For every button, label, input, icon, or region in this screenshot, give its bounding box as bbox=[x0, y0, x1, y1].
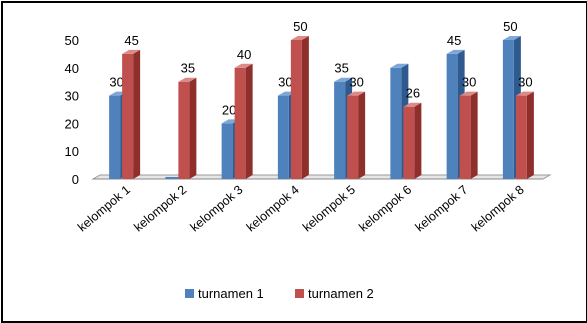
bar-turnamen-2-side bbox=[133, 49, 141, 180]
data-label: 30 bbox=[109, 75, 123, 90]
data-label: 30 bbox=[462, 75, 476, 90]
legend-swatch bbox=[295, 289, 304, 298]
bar-turnamen-2-top bbox=[234, 63, 253, 68]
bar-turnamen-2 bbox=[459, 95, 471, 179]
bar-turnamen-2-side bbox=[414, 102, 422, 179]
bar-turnamen-1 bbox=[221, 123, 233, 179]
bar-turnamen-2 bbox=[178, 81, 190, 179]
bar-turnamen-2-side bbox=[470, 91, 478, 179]
bar-turnamen-2 bbox=[122, 53, 134, 179]
data-label: 20 bbox=[222, 102, 236, 117]
bar-turnamen-2-side bbox=[301, 36, 309, 179]
bar-turnamen-1-top bbox=[390, 63, 409, 68]
x-tick-label: kelompok 7 bbox=[413, 183, 471, 235]
bar-turnamen-2 bbox=[290, 40, 302, 179]
bar-turnamen-1-top bbox=[446, 49, 465, 54]
bar-turnamen-2-side bbox=[358, 91, 366, 179]
bar-turnamen-2-side bbox=[189, 77, 197, 179]
data-label: 26 bbox=[406, 86, 420, 101]
bar-turnamen-1-top bbox=[502, 36, 521, 40]
bar-turnamen-2 bbox=[347, 95, 359, 179]
bar-turnamen-2-top bbox=[122, 49, 141, 54]
bar-turnamen-2-top bbox=[403, 102, 422, 107]
data-label: 45 bbox=[124, 33, 138, 48]
bar-turnamen-2-top bbox=[347, 91, 366, 96]
bar-turnamen-1 bbox=[165, 177, 182, 179]
bar-turnamen-2-top bbox=[515, 91, 534, 96]
bar-turnamen-2 bbox=[234, 67, 246, 179]
x-tick-label: kelompok 4 bbox=[244, 183, 302, 235]
data-label: 35 bbox=[181, 61, 195, 76]
y-tick-label: 50 bbox=[65, 33, 79, 48]
bar-turnamen-2-side bbox=[245, 63, 253, 179]
bar-turnamen-2 bbox=[403, 106, 415, 179]
legend-label: turnamen 2 bbox=[308, 286, 374, 301]
bar-turnamen-2-top bbox=[178, 77, 197, 82]
x-tick-label: kelompok 1 bbox=[75, 183, 133, 235]
data-label: 50 bbox=[293, 19, 307, 34]
bar-turnamen-2-top bbox=[459, 91, 478, 96]
legend-label: turnamen 1 bbox=[198, 286, 264, 301]
y-tick-label: 10 bbox=[65, 144, 79, 159]
data-label: 30 bbox=[278, 75, 292, 90]
data-label: 30 bbox=[518, 75, 532, 90]
legend-swatch bbox=[185, 289, 194, 298]
data-label: 40 bbox=[237, 47, 251, 62]
y-tick-label: 20 bbox=[65, 116, 79, 131]
x-tick-label: kelompok 2 bbox=[131, 183, 189, 235]
x-tick-label: kelompok 5 bbox=[300, 183, 358, 235]
y-tick-label: 40 bbox=[65, 61, 79, 76]
bar-turnamen-1 bbox=[277, 95, 289, 179]
bar-turnamen-2 bbox=[515, 95, 527, 179]
data-label: 35 bbox=[334, 61, 348, 76]
bar-turnamen-1 bbox=[502, 40, 514, 179]
y-tick-label: 30 bbox=[65, 89, 79, 104]
x-tick-label: kelompok 6 bbox=[356, 183, 414, 235]
chart-floor bbox=[91, 174, 552, 180]
x-tick-label: kelompok 3 bbox=[188, 183, 246, 235]
data-label: 45 bbox=[447, 33, 461, 48]
bar-turnamen-1 bbox=[109, 95, 121, 179]
y-tick-label: 0 bbox=[72, 172, 79, 187]
bar-turnamen-1-top bbox=[334, 77, 353, 82]
bar-turnamen-2-side bbox=[526, 91, 534, 179]
bar-turnamen-1 bbox=[390, 67, 402, 179]
bar-turnamen-2-top bbox=[290, 36, 309, 40]
bar-turnamen-1 bbox=[334, 81, 346, 179]
bar-turnamen-1 bbox=[446, 53, 458, 179]
data-label: 30 bbox=[349, 75, 363, 90]
x-tick-label: kelompok 8 bbox=[469, 183, 527, 235]
data-label: 50 bbox=[503, 19, 517, 34]
